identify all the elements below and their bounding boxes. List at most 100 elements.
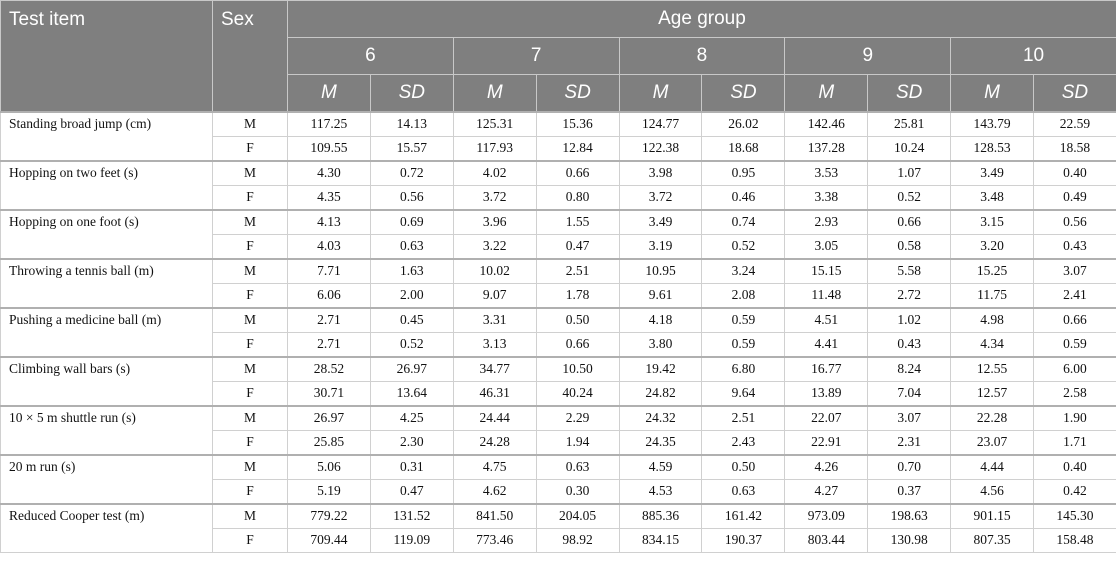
value-cell: 0.31 bbox=[369, 453, 454, 480]
value-cell: 0.47 bbox=[369, 478, 454, 504]
value-cell: 26.97 bbox=[369, 355, 454, 382]
value-cell: 23.07 bbox=[950, 429, 1035, 455]
table-row: Hopping on one foot (s) M 4.13 0.69 3.96 1.55… bbox=[0, 208, 1116, 259]
table-row: F 709.44 119.09 773.46 98.92 834.15 190.37 803.… bbox=[1, 527, 1116, 553]
value-cell: 4.27 bbox=[784, 478, 869, 504]
value-cell: 198.63 bbox=[867, 502, 952, 529]
value-cell: 40.24 bbox=[535, 380, 620, 406]
value-cell: 2.71 bbox=[287, 331, 371, 357]
table-row: F 30.71 13.64 46.31 40.24 24.82 9.64 13.89 7.04 1… bbox=[1, 380, 1116, 406]
value-cell: 28.52 bbox=[287, 355, 371, 382]
value-cell: 3.31 bbox=[452, 306, 537, 333]
value-cell: 3.96 bbox=[452, 208, 537, 235]
value-cell: 25.85 bbox=[287, 429, 371, 455]
value-cell: 4.44 bbox=[950, 453, 1035, 480]
value-cell: 0.56 bbox=[1033, 208, 1116, 235]
value-cell: 0.43 bbox=[867, 331, 952, 357]
header-row: Test item Sex Age group bbox=[0, 0, 1116, 112]
value-cell: 3.24 bbox=[701, 257, 786, 284]
value-cell: 12.55 bbox=[950, 355, 1035, 382]
value-cell: 4.03 bbox=[287, 233, 371, 259]
value-cell: 4.34 bbox=[950, 331, 1035, 357]
value-cell: 0.49 bbox=[1033, 184, 1116, 210]
sex-cell: M bbox=[212, 208, 288, 235]
value-cell: 3.15 bbox=[950, 208, 1035, 235]
value-cell: 13.64 bbox=[369, 380, 454, 406]
table-body: Standing broad jump (cm) M 117.25 14.13 125.… bbox=[0, 110, 1116, 553]
stat-header: M bbox=[784, 74, 869, 112]
table-row: Throwing a tennis ball (m) M 7.71 1.63 10.02… bbox=[0, 257, 1116, 308]
value-cell: 1.07 bbox=[867, 159, 952, 186]
value-cell: 12.57 bbox=[950, 380, 1035, 406]
stat-header: M bbox=[452, 74, 537, 112]
value-cell: 22.91 bbox=[784, 429, 869, 455]
value-cell: 709.44 bbox=[287, 527, 371, 553]
value-cell: 0.69 bbox=[369, 208, 454, 235]
value-cell: 10.95 bbox=[618, 257, 703, 284]
header-row: 6 7 8 9 10 bbox=[1, 37, 1116, 75]
value-cell: 15.25 bbox=[950, 257, 1035, 284]
value-cell: 0.52 bbox=[369, 331, 454, 357]
value-cell: 24.44 bbox=[452, 404, 537, 431]
value-cell: 0.66 bbox=[1033, 306, 1116, 333]
value-cell: 117.25 bbox=[287, 110, 371, 137]
value-cell: 11.75 bbox=[950, 282, 1035, 308]
value-cell: 0.72 bbox=[369, 159, 454, 186]
stat-header: M bbox=[618, 74, 703, 112]
value-cell: 0.95 bbox=[701, 159, 786, 186]
value-cell: 0.45 bbox=[369, 306, 454, 333]
value-cell: 24.35 bbox=[618, 429, 703, 455]
value-cell: 204.05 bbox=[535, 502, 620, 529]
value-cell: 137.28 bbox=[784, 135, 869, 161]
value-cell: 10.24 bbox=[867, 135, 952, 161]
value-cell: 3.22 bbox=[452, 233, 537, 259]
value-cell: 18.58 bbox=[1033, 135, 1116, 161]
test-name: Reduced Cooper test (m) bbox=[0, 502, 213, 553]
value-cell: 3.38 bbox=[784, 184, 869, 210]
test-name: 20 m run (s) bbox=[0, 453, 213, 504]
value-cell: 1.78 bbox=[535, 282, 620, 308]
value-cell: 119.09 bbox=[369, 527, 454, 553]
value-cell: 18.68 bbox=[701, 135, 786, 161]
value-cell: 19.42 bbox=[618, 355, 703, 382]
value-cell: 142.46 bbox=[784, 110, 869, 137]
value-cell: 1.55 bbox=[535, 208, 620, 235]
value-cell: 4.98 bbox=[950, 306, 1035, 333]
age-header: 7 bbox=[452, 37, 620, 75]
age-header: 9 bbox=[784, 37, 952, 75]
value-cell: 0.66 bbox=[867, 208, 952, 235]
value-cell: 1.63 bbox=[369, 257, 454, 284]
value-cell: 4.56 bbox=[950, 478, 1035, 504]
test-name: Standing broad jump (cm) bbox=[0, 110, 213, 161]
value-cell: 158.48 bbox=[1033, 527, 1116, 553]
value-cell: 117.93 bbox=[452, 135, 537, 161]
value-cell: 0.66 bbox=[535, 159, 620, 186]
value-cell: 12.84 bbox=[535, 135, 620, 161]
value-cell: 11.48 bbox=[784, 282, 869, 308]
value-cell: 15.36 bbox=[535, 110, 620, 137]
value-cell: 6.06 bbox=[287, 282, 371, 308]
value-cell: 7.04 bbox=[867, 380, 952, 406]
value-cell: 2.29 bbox=[535, 404, 620, 431]
stat-header: M bbox=[287, 74, 371, 112]
value-cell: 124.77 bbox=[618, 110, 703, 137]
value-cell: 901.15 bbox=[950, 502, 1035, 529]
value-cell: 125.31 bbox=[452, 110, 537, 137]
header-row: M SD M SD M SD M SD M SD bbox=[1, 74, 1116, 112]
value-cell: 3.98 bbox=[618, 159, 703, 186]
value-cell: 4.30 bbox=[287, 159, 371, 186]
value-cell: 4.02 bbox=[452, 159, 537, 186]
value-cell: 131.52 bbox=[369, 502, 454, 529]
value-cell: 145.30 bbox=[1033, 502, 1116, 529]
value-cell: 161.42 bbox=[701, 502, 786, 529]
test-name: Throwing a tennis ball (m) bbox=[0, 257, 213, 308]
stat-header: M bbox=[950, 74, 1035, 112]
sex-cell: F bbox=[212, 527, 288, 553]
sex-cell: M bbox=[212, 257, 288, 284]
value-cell: 0.56 bbox=[369, 184, 454, 210]
test-name: Hopping on two feet (s) bbox=[0, 159, 213, 210]
value-cell: 10.02 bbox=[452, 257, 537, 284]
table-row: F 109.55 15.57 117.93 12.84 122.38 18.68 137.28… bbox=[1, 135, 1116, 161]
sex-cell: F bbox=[212, 478, 288, 504]
